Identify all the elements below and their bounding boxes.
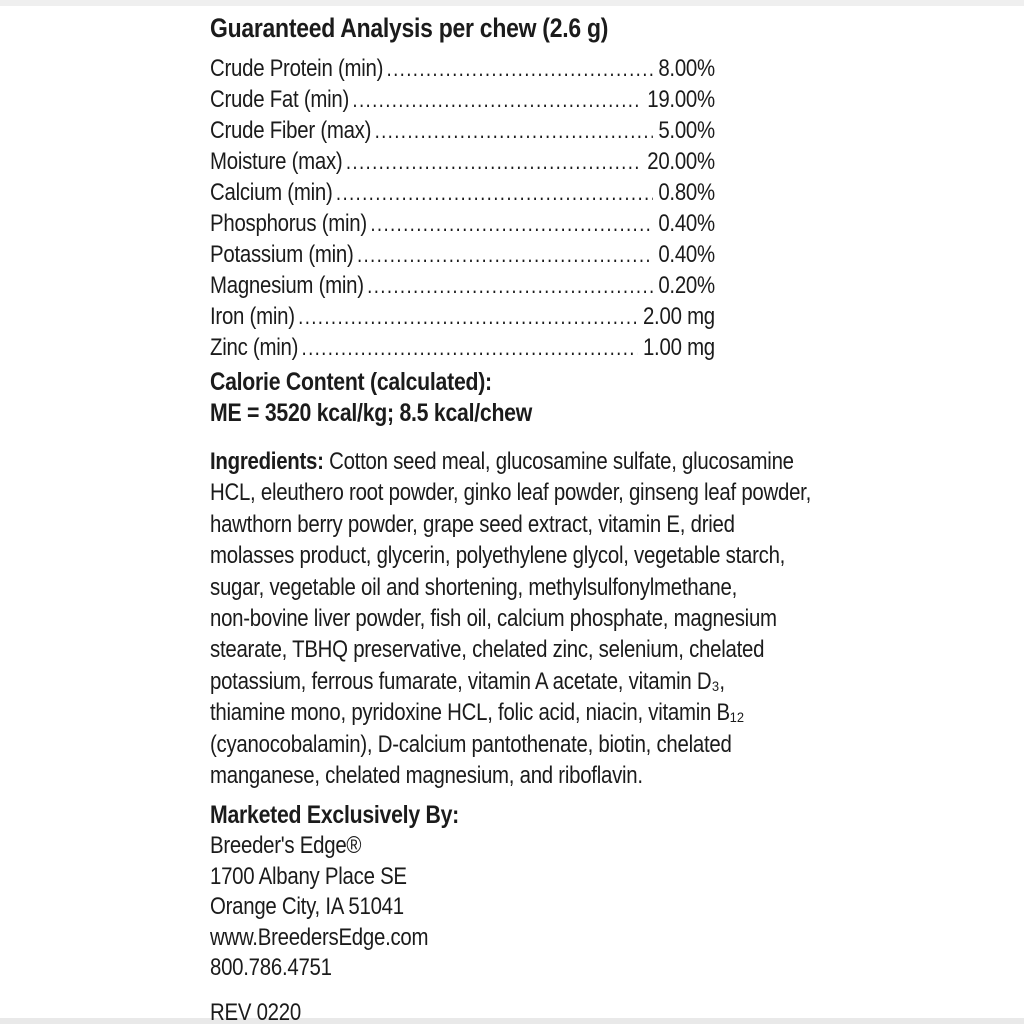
analysis-row-iron: Iron (min) 2.00 mg [210, 303, 715, 334]
analysis-row-crude-fat: Crude Fat (min) 19.00% [210, 86, 715, 117]
analysis-value: 5.00% [658, 117, 715, 144]
calorie-heading: Calorie Content (calculated): [210, 368, 492, 396]
analysis-value: 8.00% [658, 55, 715, 82]
guaranteed-analysis-title: Guaranteed Analysis per chew (2.6 g) [210, 13, 609, 43]
ingredients-line: Ingredients: Cotton seed meal, glucosami… [210, 446, 817, 477]
website-url: www.BreedersEdge.com [210, 923, 429, 951]
marketed-by-heading: Marketed Exclusively By: [210, 801, 460, 830]
analysis-label: Magnesium (min) [210, 272, 364, 299]
dot-leader [352, 87, 642, 113]
dot-leader [346, 149, 642, 175]
analysis-row-crude-fiber: Crude Fiber (max) 5.00% [210, 117, 715, 148]
calorie-content-block: Calorie Content (calculated): ME = 3520 … [210, 367, 817, 429]
analysis-label: Zinc (min) [210, 334, 299, 361]
dot-leader [336, 180, 653, 206]
ingredients-paragraph: Ingredients: Cotton seed meal, glucosami… [210, 446, 817, 791]
dot-leader [387, 56, 654, 82]
phone-number: 800.786.4751 [210, 954, 332, 982]
analysis-value: 1.00 mg [642, 334, 715, 361]
analysis-row-calcium: Calcium (min) 0.80% [210, 179, 715, 210]
revision-code: REV 0220 [210, 999, 301, 1027]
ingredients-line: non-bovine liver powder, fish oil, calci… [210, 605, 777, 633]
ingredients-heading: Ingredients: [210, 448, 324, 475]
analysis-row-moisture: Moisture (max) 20.00% [210, 148, 715, 179]
ingredients-line: stearate, TBHQ preservative, chelated zi… [210, 636, 765, 664]
analysis-row-crude-protein: Crude Protein (min) 8.00% [210, 55, 715, 86]
analysis-value: 20.00% [647, 148, 715, 175]
analysis-value: 0.80% [658, 179, 715, 206]
analysis-row-zinc: Zinc (min) 1.00 mg [210, 334, 715, 365]
ingredients-line: thiamine mono, pyridoxine HCL, folic aci… [210, 699, 745, 727]
dot-leader [370, 211, 653, 237]
address-street: 1700 Albany Place SE [210, 862, 407, 890]
brand-name: Breeder's Edge® [210, 832, 362, 860]
analysis-label: Iron (min) [210, 303, 295, 330]
analysis-value: 0.40% [658, 210, 715, 237]
calorie-detail: ME = 3520 kcal/kg; 8.5 kcal/chew [210, 399, 533, 427]
analysis-value: 0.20% [658, 272, 715, 299]
ingredients-line: sugar, vegetable oil and shortening, met… [210, 573, 738, 601]
analysis-value: 2.00 mg [642, 303, 715, 330]
analysis-label: Crude Protein (min) [210, 55, 384, 82]
dot-leader [375, 118, 654, 144]
analysis-label: Phosphorus (min) [210, 210, 367, 237]
photo-edge-bottom [0, 1018, 1024, 1024]
photo-edge-top [0, 0, 1024, 6]
ingredients-text: Cotton seed meal, glucosamine sulfate, g… [323, 448, 794, 475]
analysis-label: Crude Fat (min) [210, 86, 350, 113]
dot-leader [298, 304, 638, 330]
ingredients-line: hawthorn berry powder, grape seed extrac… [210, 510, 735, 538]
ingredients-line: manganese, chelated magnesium, and ribof… [210, 762, 643, 790]
dot-leader [357, 242, 653, 268]
analysis-row-magnesium: Magnesium (min) 0.20% [210, 272, 715, 303]
ingredients-line: HCL, eleuthero root powder, ginko leaf p… [210, 479, 811, 507]
analysis-label: Calcium (min) [210, 179, 333, 206]
marketed-by-block: Marketed Exclusively By: Breeder's Edge®… [210, 800, 817, 984]
analysis-value: 0.40% [658, 241, 715, 268]
ingredients-line: potassium, ferrous fumarate, vitamin A a… [210, 667, 725, 695]
label-content: Guaranteed Analysis per chew (2.6 g) Cru… [210, 12, 817, 1027]
analysis-row-potassium: Potassium (min) 0.40% [210, 241, 715, 272]
ingredients-line: (cyanocobalamin), D-calcium pantothenate… [210, 730, 732, 758]
analysis-label: Potassium (min) [210, 241, 354, 268]
analysis-label: Moisture (max) [210, 148, 343, 175]
analysis-value: 19.00% [647, 86, 715, 113]
dot-leader [367, 273, 653, 299]
guaranteed-analysis-table: Crude Protein (min) 8.00% Crude Fat (min… [210, 55, 715, 365]
analysis-row-phosphorus: Phosphorus (min) 0.40% [210, 210, 715, 241]
address-city: Orange City, IA 51041 [210, 893, 404, 921]
dot-leader [302, 335, 638, 361]
ingredients-line: molasses product, glycerin, polyethylene… [210, 542, 786, 570]
analysis-label: Crude Fiber (max) [210, 117, 372, 144]
